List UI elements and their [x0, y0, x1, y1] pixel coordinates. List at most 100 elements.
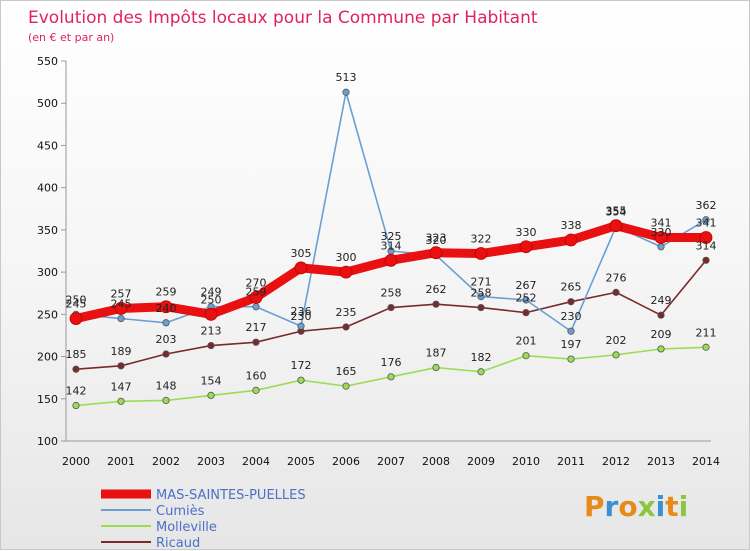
- data-point: [699, 231, 713, 244]
- legend-label: MAS-SAINTES-PUELLES: [156, 488, 306, 503]
- data-point: [117, 362, 125, 370]
- data-label: 355: [606, 205, 627, 218]
- data-point: [477, 303, 485, 312]
- data-label: 305: [291, 247, 312, 260]
- data-label: 160: [246, 369, 267, 382]
- data-point: [387, 373, 395, 381]
- chart-subtitle: (en € et par an): [28, 31, 114, 44]
- data-point: [207, 341, 215, 350]
- data-point: [294, 261, 308, 275]
- x-tick-label: 2012: [602, 455, 630, 468]
- data-label: 330: [516, 226, 537, 239]
- data-label: 249: [651, 294, 672, 307]
- x-tick-label: 2002: [152, 455, 180, 468]
- data-label: 240: [156, 302, 177, 315]
- y-tick-label: 350: [37, 224, 58, 237]
- data-point: [564, 233, 578, 247]
- x-tick-label: 2006: [332, 455, 360, 468]
- data-point: [474, 247, 488, 260]
- x-tick-label: 2014: [692, 455, 720, 468]
- x-tick-label: 2009: [467, 455, 495, 468]
- data-label: 249: [201, 286, 222, 299]
- data-label: 270: [246, 276, 267, 289]
- data-point: [162, 396, 170, 405]
- data-label: 185: [66, 348, 87, 361]
- x-tick-label: 2001: [107, 455, 135, 468]
- data-label: 165: [336, 365, 357, 378]
- data-label: 250: [66, 293, 87, 306]
- data-point: [207, 391, 215, 399]
- data-label: 142: [66, 385, 87, 398]
- data-point: [72, 401, 80, 410]
- x-tick-label: 2005: [287, 455, 315, 468]
- data-label: 189: [111, 345, 132, 358]
- data-labels: 142 147 148 154 160 172 165 176 187 182 201 197 202 2…: [66, 71, 717, 397]
- chart-title: Evolution des Impôts locaux pour la Comm…: [28, 8, 538, 28]
- data-point: [522, 309, 530, 317]
- y-tick-label: 250: [37, 308, 58, 321]
- data-label: 323: [426, 232, 447, 245]
- data-point: [342, 323, 350, 331]
- data-point: [162, 319, 170, 327]
- y-tick-label: 200: [37, 351, 58, 364]
- data-label: 154: [201, 374, 222, 387]
- data-point: [342, 382, 350, 390]
- data-point: [477, 368, 485, 376]
- data-point: [657, 345, 665, 353]
- data-label: 330: [651, 226, 672, 239]
- data-point: [702, 343, 710, 351]
- data-label: 213: [201, 325, 222, 338]
- data-point: [159, 300, 173, 314]
- data-point: [114, 302, 128, 315]
- data-point: [609, 219, 623, 233]
- data-label: 252: [516, 292, 537, 305]
- legend-label: Cumiès: [156, 504, 205, 519]
- y-tick-label: 100: [37, 435, 58, 448]
- data-point: [429, 246, 443, 260]
- data-point: [702, 256, 710, 264]
- data-point: [117, 397, 125, 405]
- data-point: [117, 314, 125, 323]
- y-tick-label: 150: [37, 393, 58, 406]
- data-label: 202: [606, 334, 627, 347]
- data-label: 262: [426, 283, 447, 296]
- data-label: 201: [516, 335, 537, 348]
- series-layer: [69, 88, 713, 410]
- y-tick-label: 450: [37, 139, 58, 152]
- legend-label: Ricaud: [156, 536, 200, 551]
- data-point: [519, 240, 533, 254]
- data-point: [162, 350, 170, 358]
- data-label: 257: [111, 287, 132, 300]
- data-label: 211: [696, 326, 717, 339]
- data-label: 176: [381, 356, 402, 369]
- data-label: 259: [246, 286, 267, 299]
- x-tick-label: 2011: [557, 455, 585, 468]
- data-point: [339, 265, 353, 279]
- data-label: 203: [156, 333, 177, 346]
- data-point: [252, 338, 260, 346]
- data-point: [612, 288, 620, 296]
- data-label: 209: [651, 328, 672, 341]
- data-point: [204, 307, 218, 321]
- data-point: [432, 363, 440, 372]
- x-tick-label: 2007: [377, 455, 405, 468]
- data-point: [69, 312, 83, 325]
- data-point: [297, 322, 305, 330]
- data-label: 250: [201, 293, 222, 306]
- x-tick-label: 2010: [512, 455, 540, 468]
- data-label: 314: [381, 239, 402, 252]
- data-point: [342, 88, 350, 96]
- data-label: 354: [606, 206, 627, 219]
- data-point: [567, 355, 575, 363]
- x-tick-label: 2013: [647, 455, 675, 468]
- data-point: [252, 386, 260, 394]
- data-label: 187: [426, 347, 447, 360]
- data-label: 148: [156, 379, 177, 392]
- data-label: 300: [336, 251, 357, 264]
- axes: 100 150 200 250 300 350 400 450 500 550 2000 2001 20…: [37, 55, 720, 468]
- data-point: [384, 253, 398, 267]
- data-point: [477, 292, 485, 301]
- y-tick-label: 300: [37, 266, 58, 279]
- data-label: 338: [561, 219, 582, 232]
- data-label: 325: [381, 230, 402, 243]
